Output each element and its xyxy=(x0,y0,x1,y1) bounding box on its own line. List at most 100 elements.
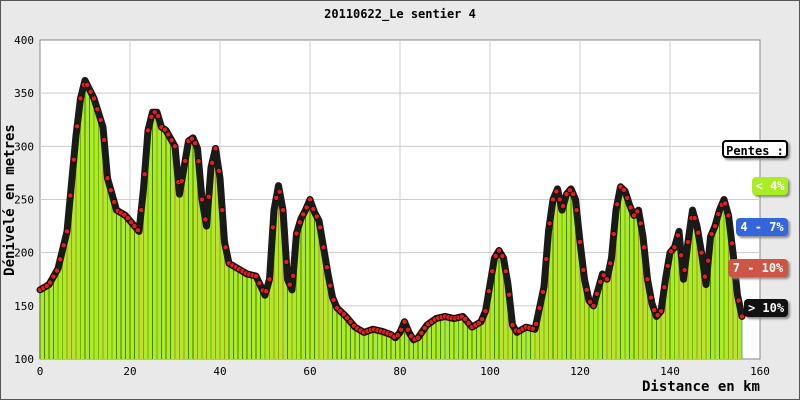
profile-marker xyxy=(658,308,664,315)
profile-marker xyxy=(212,145,219,152)
profile-marker xyxy=(195,158,202,165)
y-tick-label: 150 xyxy=(14,300,34,313)
profile-marker xyxy=(550,196,556,203)
x-tick-label: 140 xyxy=(660,365,680,378)
profile-marker xyxy=(577,239,583,245)
profile-marker xyxy=(188,135,195,142)
profile-marker xyxy=(398,326,405,333)
x-tick-label: 40 xyxy=(213,365,226,378)
profile-marker xyxy=(50,273,57,280)
x-tick-label: 160 xyxy=(750,365,770,378)
profile-marker xyxy=(70,156,77,163)
profile-marker xyxy=(253,273,259,279)
profile-marker xyxy=(317,224,324,231)
x-tick-label: 60 xyxy=(303,365,316,378)
profile-marker xyxy=(566,187,573,194)
profile-marker xyxy=(641,244,648,251)
profile-marker xyxy=(74,123,81,130)
profile-marker xyxy=(553,188,560,195)
profile-marker xyxy=(634,208,641,215)
profile-marker xyxy=(415,334,421,341)
profile-marker xyxy=(131,223,138,229)
legend-item: 7 - 10% xyxy=(728,259,788,277)
profile-marker xyxy=(330,297,337,303)
profile-marker xyxy=(151,109,158,116)
profile-marker xyxy=(300,211,307,218)
profile-marker xyxy=(57,256,64,263)
profile-markers xyxy=(37,82,745,343)
profile-marker xyxy=(165,131,172,138)
profile-marker xyxy=(202,216,209,223)
profile-marker xyxy=(128,219,135,225)
profile-marker xyxy=(556,196,563,203)
profile-marker xyxy=(627,204,634,211)
profile-marker xyxy=(529,325,536,332)
profile-marker xyxy=(654,312,661,319)
profile-marker xyxy=(681,267,688,273)
profile-marker xyxy=(60,242,67,249)
profile-marker xyxy=(303,204,310,211)
profile-marker xyxy=(587,298,594,305)
profile-marker xyxy=(533,321,540,327)
profile-marker xyxy=(593,290,600,297)
profile-marker xyxy=(462,316,469,323)
profile-marker xyxy=(644,276,651,283)
profile-marker xyxy=(492,253,499,260)
profile-marker xyxy=(84,82,91,88)
profile-marker xyxy=(546,220,553,227)
profile-marker xyxy=(708,231,715,237)
profile-marker xyxy=(47,279,54,286)
y-tick-label: 300 xyxy=(14,140,34,153)
profile-marker xyxy=(502,268,509,275)
profile-marker xyxy=(664,263,671,269)
profile-marker xyxy=(273,195,280,201)
profile-marker xyxy=(482,308,489,315)
profile-marker xyxy=(283,259,290,265)
profile-marker xyxy=(701,273,708,280)
legend-title: Pentes : xyxy=(722,140,788,158)
profile-marker xyxy=(192,140,199,147)
profile-marker xyxy=(610,231,617,237)
profile-marker xyxy=(725,212,732,219)
profile-marker xyxy=(280,207,286,214)
profile-marker xyxy=(499,253,506,260)
profile-marker xyxy=(475,320,482,327)
profile-marker xyxy=(394,332,401,338)
x-tick-label: 120 xyxy=(570,365,590,378)
profile-marker xyxy=(296,219,303,226)
profile-marker xyxy=(539,289,546,295)
profile-marker xyxy=(209,159,216,166)
x-tick-label: 20 xyxy=(123,365,136,378)
profile-marker xyxy=(222,244,229,251)
profile-marker xyxy=(563,191,570,198)
profile-marker xyxy=(597,279,604,285)
profile-marker xyxy=(661,284,668,291)
profile-marker xyxy=(479,316,486,323)
profile-marker xyxy=(182,158,189,164)
legend-item: < 4% xyxy=(752,177,788,195)
profile-marker xyxy=(134,227,141,233)
y-tick-label: 350 xyxy=(14,87,34,100)
profile-marker xyxy=(256,280,263,287)
profile-marker xyxy=(509,322,516,328)
profile-marker xyxy=(327,282,334,289)
profile-marker xyxy=(631,212,637,219)
profile-marker xyxy=(219,207,226,214)
profile-marker xyxy=(97,117,104,123)
profile-marker xyxy=(313,213,320,220)
profile-marker xyxy=(344,314,351,321)
profile-marker xyxy=(168,137,175,144)
legend-item: > 10% xyxy=(744,299,788,317)
profile-marker xyxy=(583,286,590,293)
profile-marker xyxy=(485,288,492,295)
profile-marker xyxy=(269,224,276,231)
profile-marker xyxy=(712,223,718,229)
profile-marker xyxy=(107,187,114,194)
profile-marker xyxy=(124,215,131,222)
profile-marker xyxy=(101,137,108,143)
profile-marker xyxy=(543,256,550,262)
profile-marker xyxy=(263,288,270,295)
axis-ticks: 100 150 200 250 300 350 400 0 20 40 60 80 100 120 140 1… xyxy=(14,34,770,378)
chart-title: 20110622_Le sentier 4 xyxy=(324,7,476,22)
